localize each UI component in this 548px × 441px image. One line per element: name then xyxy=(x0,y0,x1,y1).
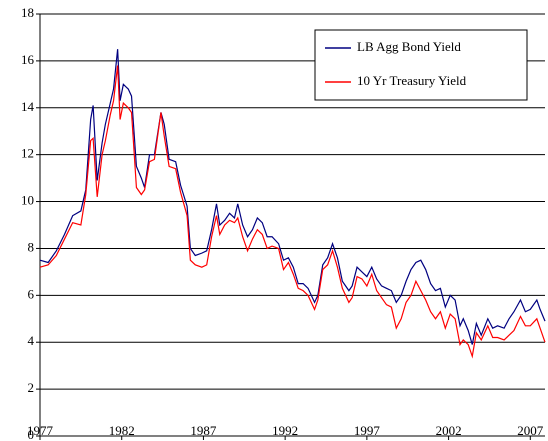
y-tick-label: 8 xyxy=(28,239,35,254)
y-tick-label: 4 xyxy=(28,333,35,348)
y-tick-label: 12 xyxy=(21,146,34,161)
x-tick-label: 1992 xyxy=(272,423,298,438)
y-tick-label: 0 xyxy=(28,427,35,441)
y-tick-label: 18 xyxy=(21,5,34,20)
series-line xyxy=(39,65,546,359)
x-tick-label: 1987 xyxy=(190,423,217,438)
y-tick-label: 2 xyxy=(28,380,35,395)
y-tick-label: 16 xyxy=(21,52,35,67)
series-line xyxy=(39,49,546,345)
x-tick-label: 1997 xyxy=(354,423,381,438)
legend-label: LB Agg Bond Yield xyxy=(357,39,461,54)
x-tick-label: 2007 xyxy=(517,423,544,438)
x-tick-label: 1982 xyxy=(109,423,135,438)
y-tick-label: 10 xyxy=(21,193,34,208)
legend-label: 10 Yr Treasury Yield xyxy=(357,73,467,88)
x-tick-label: 2002 xyxy=(436,423,462,438)
y-tick-label: 14 xyxy=(21,99,35,114)
y-tick-label: 6 xyxy=(28,286,35,301)
legend-box xyxy=(314,29,528,101)
